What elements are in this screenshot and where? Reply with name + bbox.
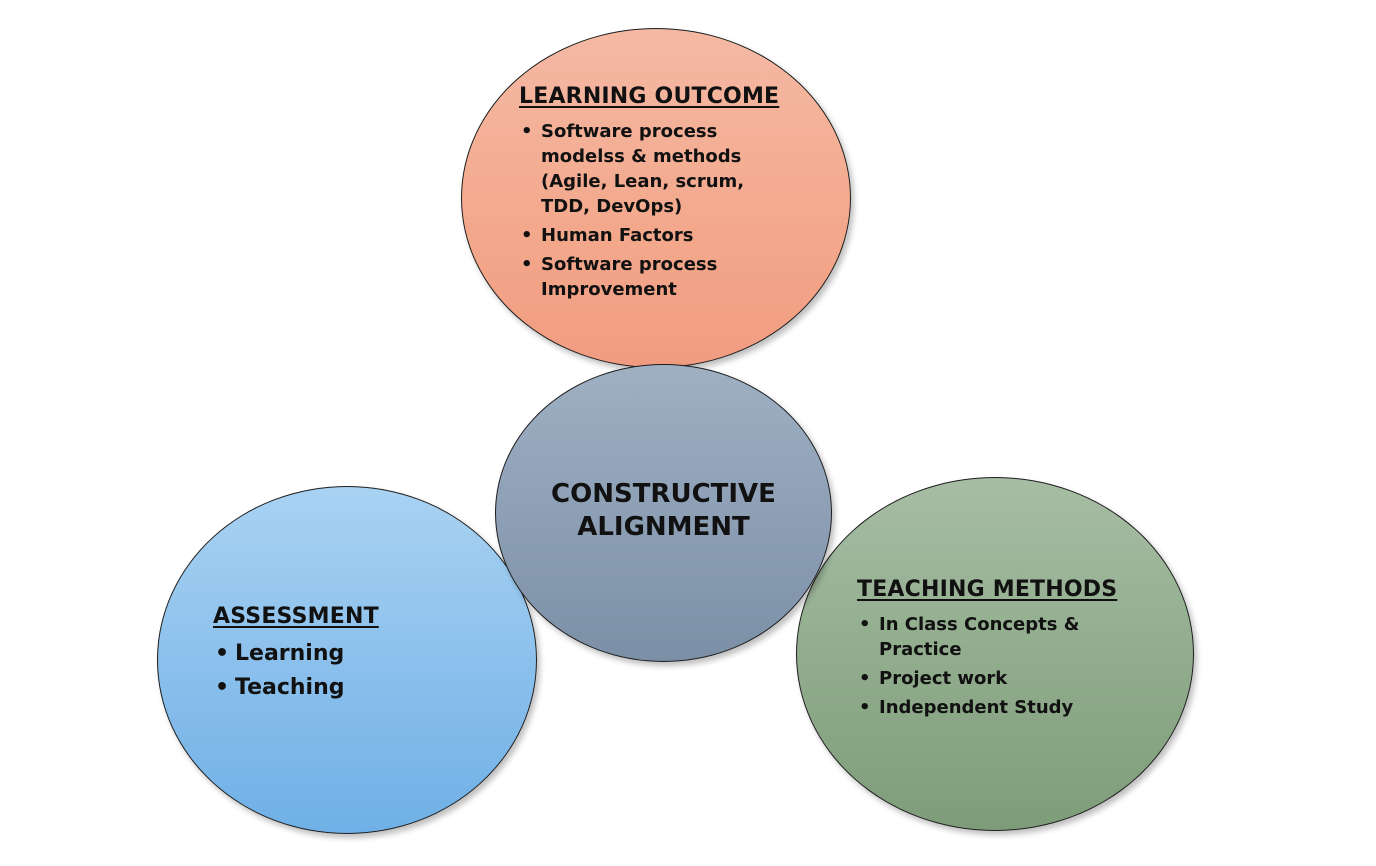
assessment-item: Learning bbox=[213, 639, 473, 669]
learning-outcome-item: Software process modelss & methods (Agil… bbox=[519, 119, 779, 219]
constructive-alignment-label: CONSTRUCTIVE ALIGNMENT bbox=[520, 478, 807, 544]
constructive-alignment-circle bbox=[495, 364, 832, 662]
learning-outcome-item: Software process Improvement bbox=[519, 252, 779, 302]
teaching-methods-heading: TEACHING METHODS bbox=[857, 577, 1118, 602]
center-label-line-2: ALIGNMENT bbox=[577, 512, 750, 542]
learning-outcome-list: Software process modelss & methods (Agil… bbox=[519, 119, 779, 302]
teaching-methods-item: In Class Concepts & Practice bbox=[857, 612, 1157, 662]
assessment-heading: ASSESSMENT bbox=[213, 604, 379, 629]
learning-outcome-heading: LEARNING OUTCOME bbox=[519, 84, 780, 109]
teaching-methods-item: Project work bbox=[857, 666, 1157, 691]
teaching-methods-block: TEACHING METHODS In Class Concepts & Pra… bbox=[857, 577, 1157, 724]
teaching-methods-item: Independent Study bbox=[857, 695, 1157, 720]
center-label-line-1: CONSTRUCTIVE bbox=[551, 479, 776, 509]
assessment-block: ASSESSMENT Learning Teaching bbox=[213, 604, 473, 707]
assessment-item: Teaching bbox=[213, 673, 473, 703]
teaching-methods-list: In Class Concepts & Practice Project wor… bbox=[857, 612, 1157, 720]
learning-outcome-item: Human Factors bbox=[519, 223, 779, 248]
assessment-list: Learning Teaching bbox=[213, 639, 473, 703]
learning-outcome-block: LEARNING OUTCOME Software process models… bbox=[519, 84, 779, 306]
